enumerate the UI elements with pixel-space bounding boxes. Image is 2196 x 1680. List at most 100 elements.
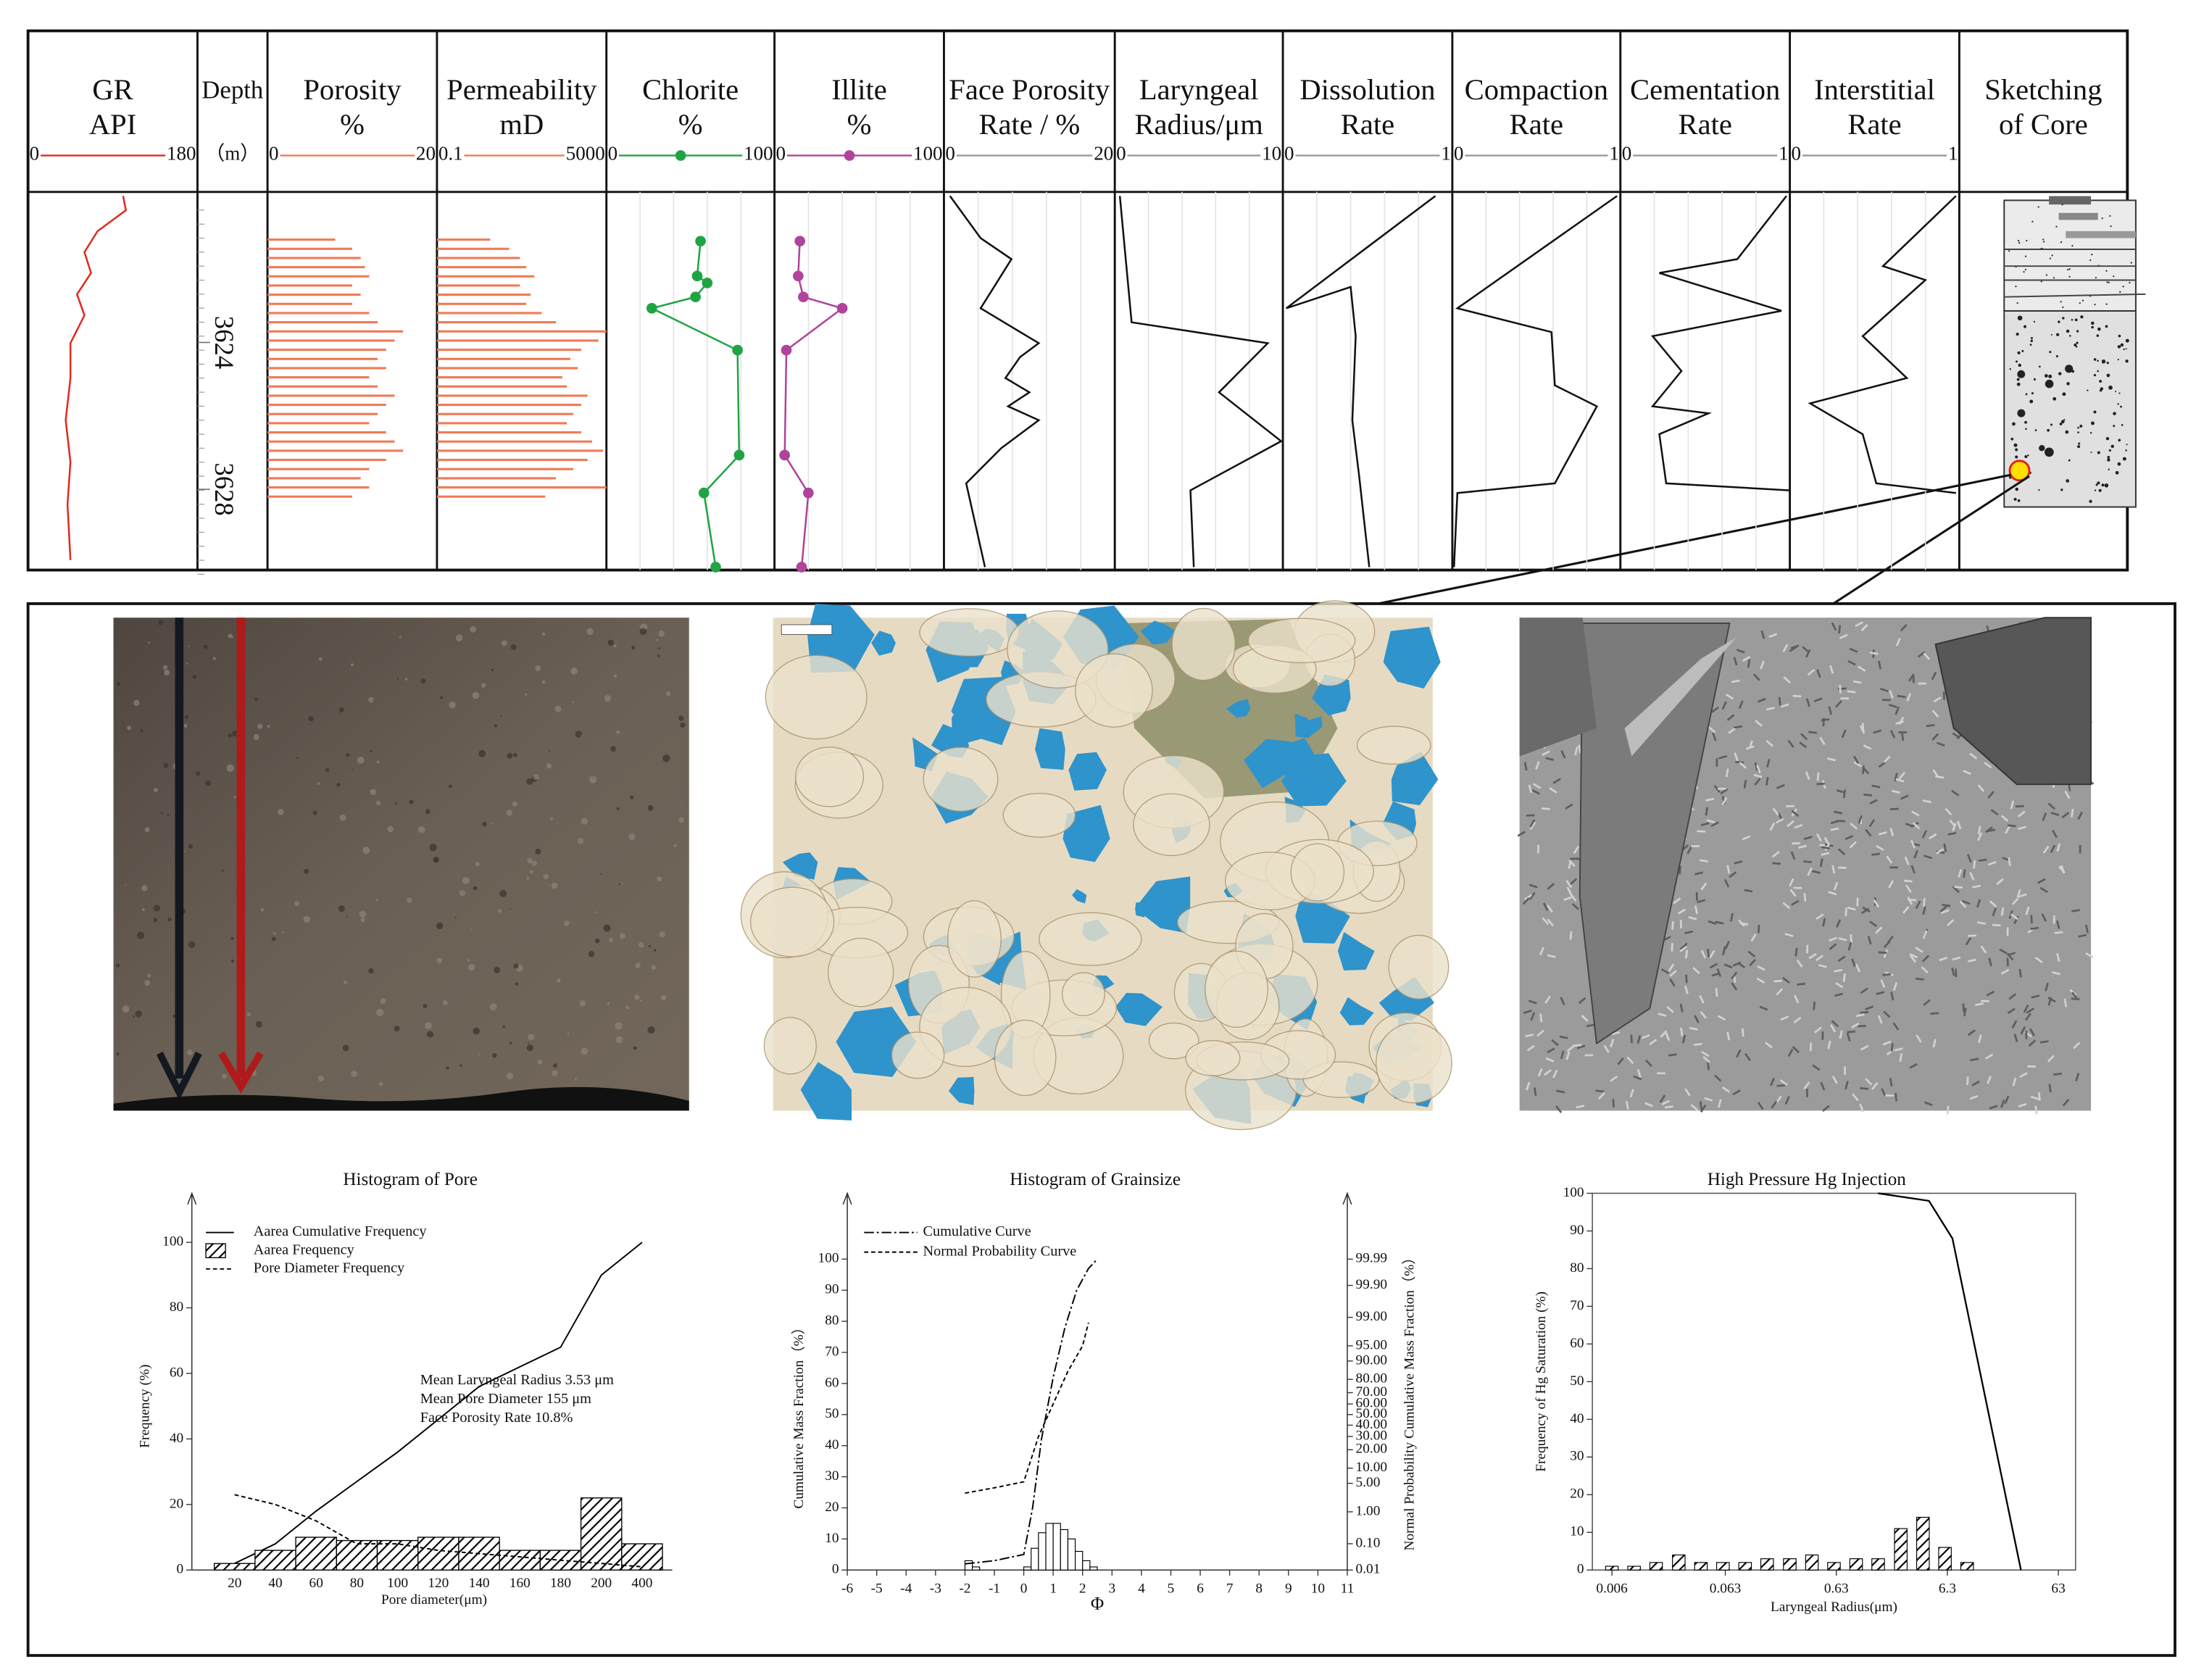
log-bar [267,294,361,296]
core-grain [2119,291,2121,293]
core-grain [2115,470,2119,475]
log-marker [733,449,745,461]
clay-flake [1715,988,1718,997]
scale-min: 0.1 [438,143,463,165]
log-bar [267,284,352,287]
clay-flake [2039,1040,2049,1044]
clay-flake [1710,706,1719,713]
log-bar [436,312,542,315]
column-title: Illite [831,73,887,106]
log-bar [267,247,352,250]
log-bar [436,247,510,250]
column-title: Rate [1341,108,1394,141]
clay-flake [1987,791,1995,799]
x-tick-label: 10 [1311,1581,1325,1597]
clay-flake [1728,727,1737,734]
clay-flake [1984,1053,1994,1060]
y-tick-label: 20 [1570,1486,1584,1502]
y2-tick-label: 90.00 [1356,1352,1387,1368]
grain-speck [253,733,259,740]
series-line [234,1494,643,1568]
core-grain [2117,462,2121,466]
legend-swatch [205,1243,226,1259]
clay-flake [1784,933,1794,937]
clay-flake [2031,994,2040,999]
clay-flake [1891,789,1900,794]
grain-speck [350,663,354,667]
clay-flake [1886,855,1893,864]
grain-speck [163,665,168,670]
y2-tick-label: 99.00 [1356,1309,1387,1324]
clay-flake [1871,784,1881,789]
core-grain [2089,499,2092,503]
clay-flake [1980,945,1987,954]
grain-speck [509,1041,512,1044]
log-bar [436,266,527,269]
grain-speck [525,693,528,696]
histogram-bar [1075,1550,1084,1571]
log-bar [267,422,370,425]
y-tick-label: 80 [1570,1260,1584,1276]
log-bar [267,440,395,443]
scale-max: 20 [1094,143,1113,165]
core-grain [2016,378,2020,381]
clay-flake [1697,830,1706,833]
grain-speck [502,1025,505,1028]
clay-flake [1529,891,1536,900]
grain-speck [537,1060,543,1065]
clay-flake [1905,884,1912,893]
clay-flake [1888,880,1895,889]
clay-flake [1782,976,1790,984]
y-tick-label: 50 [825,1406,839,1421]
quartz-crystal [1624,637,1737,757]
bar [1627,1565,1641,1571]
column-title: Laryngeal [1139,73,1258,106]
core-grain [2089,259,2092,262]
grain-speck [338,905,345,912]
grain-speck [581,1047,588,1055]
clay-flake [1930,1012,1939,1015]
clay-flake [1816,913,1824,920]
clay-flake [2062,1099,2070,1107]
clay-flake [1989,1105,1998,1110]
grain-outline [1148,1022,1199,1060]
bar [1672,1554,1686,1571]
clay-flake [1551,1039,1559,1047]
clay-flake [1531,789,1540,795]
core-grain [2017,351,2021,354]
clay-flake [1831,1076,1838,1084]
clay-flake [2018,1103,2027,1108]
clay-flake [1822,1105,1830,1113]
grain-speck [267,725,270,728]
clay-flake [1721,701,1727,710]
clay-flake [1911,810,1920,817]
grain-speck [594,911,597,914]
grain-speck [554,705,562,712]
log-bar [436,330,607,333]
clay-flake [2050,812,2060,817]
grain-outline [1039,912,1142,966]
y-tick-label: 10 [825,1531,839,1546]
grain-speck [360,918,365,923]
clay-flake [1889,828,1895,837]
core-grain [2045,274,2048,276]
clay-flake [1957,820,1962,830]
core-grain [2087,389,2089,391]
log-bar [436,357,570,360]
clay-flake [1794,947,1798,957]
core-grain [2117,403,2119,405]
clay-flake [1547,954,1556,958]
grain-speck [308,715,314,722]
sample-point [2008,459,2031,482]
clay-flake [1765,739,1774,747]
grain-speck [526,1044,534,1052]
clay-flake [1990,809,1999,816]
clay-flake [1909,1063,1918,1069]
clay-flake [1852,680,1862,684]
x-tick-label: 400 [631,1576,652,1591]
pore-space [1339,997,1374,1026]
clay-flake [1933,696,1942,703]
clay-flake [1780,1015,1789,1021]
log-bar [436,431,581,434]
